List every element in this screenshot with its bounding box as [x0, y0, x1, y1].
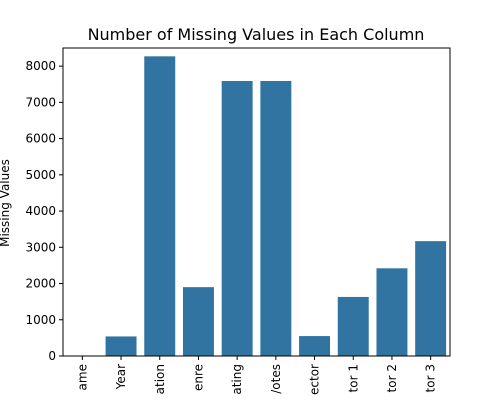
- x-tick-label: ector: [308, 364, 322, 395]
- y-tick-label: 3000: [25, 240, 56, 254]
- x-tick-label: Year: [114, 364, 128, 390]
- x-tick-label: tor 2: [385, 364, 399, 392]
- plot-frame: [62, 47, 451, 357]
- y-axis: 0 1000 2000 3000 4000 5000 6000 7000 8000: [25, 59, 63, 363]
- bar-1: [105, 336, 137, 356]
- bar-8: [376, 268, 408, 356]
- y-tick-label: 2000: [25, 277, 56, 291]
- y-tick-label: 0: [48, 349, 56, 363]
- x-tick-label: ame: [75, 364, 89, 390]
- y-axis-label: Missing Values: [0, 159, 12, 247]
- bar-4: [221, 80, 253, 356]
- chart-title: Number of Missing Values in Each Column: [88, 25, 425, 44]
- bar-3: [182, 287, 214, 356]
- y-tick-label: 5000: [25, 168, 56, 182]
- x-tick-label: enre: [191, 364, 205, 391]
- y-tick-label: 6000: [25, 132, 56, 146]
- bars-group: [105, 56, 447, 357]
- bar-6: [299, 336, 331, 356]
- x-tick-label: ation: [153, 364, 167, 394]
- bar-7: [337, 296, 369, 356]
- y-tick-label: 7000: [25, 95, 56, 109]
- y-tick-label: 8000: [25, 59, 56, 73]
- x-tick-label: /otes: [269, 364, 283, 394]
- bar-2: [144, 56, 176, 357]
- y-tick-label: 1000: [25, 313, 56, 327]
- y-tick-label: 4000: [25, 204, 56, 218]
- x-tick-label: tor 1: [346, 364, 360, 392]
- x-tick-label: ating: [230, 364, 244, 395]
- bar-9: [415, 241, 447, 356]
- bar-5: [260, 80, 292, 356]
- x-axis: ame Year ation enre ating/otes ector tor 1 tor …: [75, 356, 438, 395]
- x-tick-label: tor 3: [424, 364, 438, 392]
